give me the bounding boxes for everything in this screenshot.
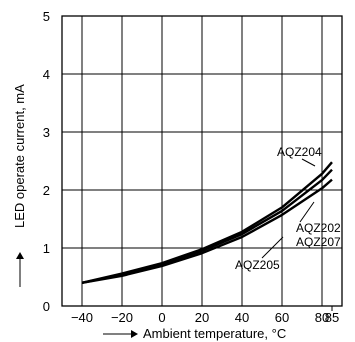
x-axis-arrowhead: [131, 330, 138, 338]
series-lines: [81, 161, 333, 284]
x-tick-label: −40: [71, 310, 93, 325]
label-aqz202: AQZ202: [296, 221, 341, 235]
y-tick-label: 5: [43, 9, 50, 24]
pointer-aqz204: [301, 158, 316, 167]
series-line-3: [81, 178, 333, 284]
x-tick-label: 80: [315, 310, 329, 325]
y-tick-label: 3: [43, 125, 50, 140]
grid: [62, 16, 342, 306]
y-axis-arrowhead: [16, 252, 24, 259]
y-tick-label: 4: [43, 67, 50, 82]
pointer-aqz202-207: [299, 201, 315, 223]
series-line-1: [81, 161, 333, 284]
label-aqz205: AQZ205: [235, 258, 280, 272]
label-aqz204: AQZ204: [277, 145, 322, 159]
pointer-aqz205: [261, 236, 284, 259]
x-tick-label: −20: [111, 310, 133, 325]
x-tick-label: 40: [235, 310, 249, 325]
x-tick-label: 85: [325, 310, 339, 325]
x-tick-label: 60: [275, 310, 289, 325]
x-axis-label: Ambient temperature, °C: [143, 326, 286, 341]
y-tick-label: 1: [43, 241, 50, 256]
x-tick-label: 0: [158, 310, 165, 325]
y-tick-label: 2: [43, 183, 50, 198]
y-axis-label: LED operate current, mA: [12, 84, 27, 228]
x-tick-label: 20: [195, 310, 209, 325]
label-aqz207: AQZ207: [296, 235, 341, 249]
series-line-2: [81, 168, 333, 284]
y-tick-label: 0: [43, 299, 50, 314]
